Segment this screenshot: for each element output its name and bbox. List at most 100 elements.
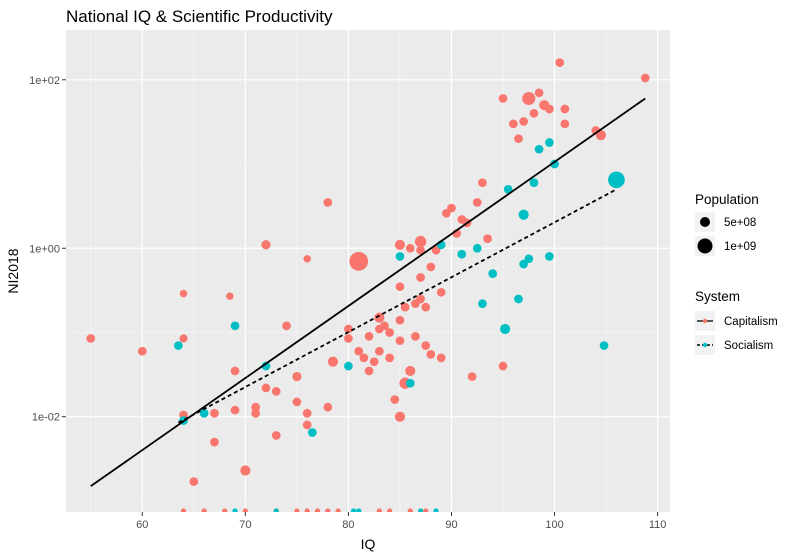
point-capitalism xyxy=(323,402,333,412)
point-edge-socialism xyxy=(356,508,362,512)
point-capitalism xyxy=(478,178,487,188)
y-axis-title: NI2018 xyxy=(5,248,21,293)
legend-size-dot-1 xyxy=(700,217,710,227)
y-tick-label: 1e-02 xyxy=(32,412,60,424)
point-capitalism xyxy=(545,104,554,114)
point-capitalism xyxy=(400,302,410,312)
point-edge-socialism xyxy=(417,508,424,512)
point-capitalism xyxy=(395,315,405,325)
point-capitalism xyxy=(414,235,427,248)
legend-size-title: Population xyxy=(695,192,759,207)
point-edge-capitalism xyxy=(304,508,310,512)
x-tick-label: 80 xyxy=(342,519,354,531)
point-edge-capitalism xyxy=(335,508,341,512)
point-capitalism xyxy=(498,94,508,103)
point-capitalism xyxy=(271,387,281,396)
point-capitalism xyxy=(519,117,528,126)
point-socialism xyxy=(545,252,554,261)
point-capitalism xyxy=(416,273,425,282)
point-capitalism xyxy=(529,108,539,118)
point-edge-socialism xyxy=(273,508,279,512)
x-axis: 60 70 80 90 100 110 xyxy=(136,512,666,531)
point-capitalism xyxy=(534,88,544,98)
point-edge-socialism xyxy=(232,508,238,512)
point-edge-capitalism xyxy=(222,508,228,512)
point-socialism xyxy=(307,428,317,437)
point-capitalism xyxy=(230,366,240,376)
point-capitalism xyxy=(344,334,353,343)
point-capitalism xyxy=(555,58,565,67)
point-edge-capitalism xyxy=(325,508,331,512)
point-capitalism xyxy=(421,302,431,312)
point-capitalism xyxy=(271,431,281,440)
x-tick-label: 60 xyxy=(136,519,148,531)
legend: Population 5e+08 1e+09 System Capitalism… xyxy=(695,192,778,355)
point-capitalism xyxy=(261,383,271,393)
legend-color-title: System xyxy=(695,289,740,304)
legend-color-label-2: Socialism xyxy=(724,340,773,352)
point-capitalism xyxy=(394,411,406,422)
point-capitalism xyxy=(436,353,446,363)
point-edge-capitalism xyxy=(201,508,207,512)
point-capitalism xyxy=(230,405,240,415)
point-socialism xyxy=(608,171,625,189)
point-capitalism xyxy=(374,346,384,356)
point-capitalism xyxy=(179,289,188,298)
point-socialism xyxy=(529,178,539,188)
fit-lines xyxy=(90,97,646,487)
x-tick-label: 110 xyxy=(649,519,667,531)
legend-color-dot-1 xyxy=(702,318,708,324)
point-capitalism xyxy=(380,321,389,331)
point-capitalism xyxy=(349,251,369,271)
point-capitalism xyxy=(436,287,446,297)
point-capitalism xyxy=(344,324,353,334)
grid-major xyxy=(66,30,670,512)
point-edge-capitalism xyxy=(387,508,393,512)
point-edge-capitalism xyxy=(314,508,321,512)
point-capitalism xyxy=(210,437,219,447)
point-capitalism xyxy=(226,292,234,300)
point-edge-capitalism xyxy=(242,508,248,512)
x-tick-label: 100 xyxy=(545,519,563,531)
point-edge-capitalism xyxy=(180,508,187,512)
point-edge-capitalism xyxy=(423,508,429,512)
legend-size-label-1: 5e+08 xyxy=(724,217,756,229)
point-socialism xyxy=(500,323,511,335)
point-edge-socialism xyxy=(433,508,439,512)
point-capitalism xyxy=(560,119,570,129)
point-capitalism xyxy=(421,341,431,350)
point-socialism xyxy=(514,294,523,304)
point-edge-socialism xyxy=(350,508,357,512)
point-capitalism xyxy=(86,334,96,343)
point-capitalism xyxy=(385,353,394,363)
point-capitalism xyxy=(369,357,379,367)
point-capitalism xyxy=(282,321,291,331)
point-capitalism xyxy=(498,361,508,371)
point-capitalism xyxy=(179,334,188,343)
point-edge-capitalism xyxy=(376,508,382,512)
fit-line-capitalism xyxy=(90,97,646,487)
point-capitalism xyxy=(395,282,405,292)
point-capitalism xyxy=(405,365,416,376)
x-tick-label: 70 xyxy=(239,519,251,531)
data-points xyxy=(86,58,650,512)
point-socialism xyxy=(472,243,482,253)
point-capitalism xyxy=(354,346,364,356)
point-capitalism xyxy=(522,91,536,105)
point-capitalism xyxy=(292,397,302,407)
point-capitalism xyxy=(385,328,394,337)
point-capitalism xyxy=(426,262,436,272)
point-capitalism xyxy=(251,402,261,412)
point-socialism xyxy=(488,269,498,278)
point-socialism xyxy=(405,378,415,388)
point-socialism xyxy=(199,408,209,418)
point-capitalism xyxy=(416,245,425,255)
point-capitalism xyxy=(303,255,311,263)
point-capitalism xyxy=(302,408,312,418)
point-capitalism xyxy=(364,366,374,376)
grid-minor xyxy=(66,30,670,512)
point-capitalism xyxy=(240,465,251,476)
point-socialism xyxy=(534,144,544,154)
point-socialism xyxy=(550,159,559,169)
